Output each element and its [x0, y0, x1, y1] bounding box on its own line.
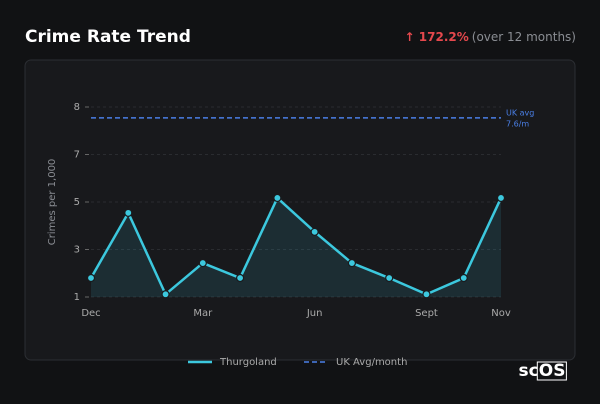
- legend-label: Thurgoland: [219, 357, 277, 368]
- point: [385, 273, 394, 283]
- point: [161, 290, 170, 299]
- point: [347, 258, 357, 268]
- reference-label: UK avg: [506, 108, 534, 117]
- point: [198, 258, 207, 268]
- plot: Crimes per 1,000 1 3 5 7 8 Dec Mar Jun Sept Nov UK …: [47, 102, 567, 381]
- x-tick-label: Nov: [491, 308, 511, 319]
- y-tick-label: 5: [74, 197, 80, 208]
- legend-label: UK Avg/month: [336, 357, 407, 368]
- y-tick-label: 1: [74, 292, 80, 303]
- brand-logo: scOS: [519, 361, 566, 381]
- change: ↑ 172.2%: [405, 30, 469, 44]
- y-tick-label: 8: [74, 102, 80, 113]
- y-axis-label: Crimes per 1,000: [47, 159, 58, 246]
- change-summary: ↑ 172.2% (over 12 months): [405, 30, 576, 44]
- x-tick-label: Mar: [193, 308, 213, 319]
- point: [235, 273, 245, 283]
- point: [124, 208, 133, 217]
- period: (over 12 months): [472, 30, 576, 44]
- y-tick-label: 3: [74, 245, 80, 256]
- point: [310, 227, 319, 236]
- x-tick-label: Jun: [306, 308, 323, 319]
- point: [459, 273, 468, 283]
- title: Crime Rate Trend: [25, 27, 191, 47]
- x-tick-label: Dec: [81, 308, 100, 319]
- x-tick-label: Sept: [415, 308, 438, 319]
- reference-label: 7.6/m: [506, 119, 529, 128]
- point: [496, 193, 506, 203]
- point: [86, 273, 96, 283]
- point: [422, 290, 431, 299]
- series-line: [89, 195, 503, 297]
- y-tick-label: 7: [74, 150, 80, 161]
- logo-box: [536, 361, 567, 381]
- point: [273, 193, 282, 203]
